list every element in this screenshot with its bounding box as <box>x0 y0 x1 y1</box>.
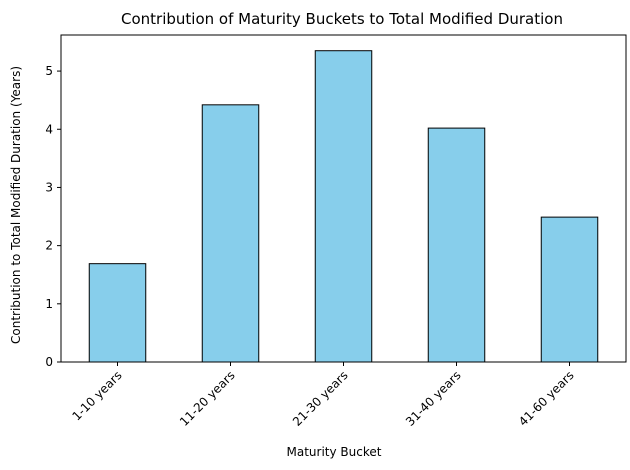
x-tick-label-4: 41-60 years <box>516 368 577 429</box>
x-tick-label-0: 1-10 years <box>69 368 124 423</box>
y-tick-label-0: 0 <box>45 355 53 369</box>
y-tick-label-5: 5 <box>45 64 53 78</box>
y-axis-label: Contribution to Total Modified Duration … <box>9 66 23 344</box>
x-tick-label-1: 11-20 years <box>177 368 238 429</box>
y-tick-label-4: 4 <box>45 122 53 136</box>
chart-title: Contribution of Maturity Buckets to Tota… <box>121 10 563 28</box>
bar-1 <box>88 263 147 363</box>
bar-5 <box>540 216 599 363</box>
x-tick-label-2: 21-30 years <box>290 368 351 429</box>
bar-4 <box>427 127 486 363</box>
bar-2 <box>201 104 260 363</box>
y-tick-label-1: 1 <box>45 297 53 311</box>
x-tick-label-3: 31-40 years <box>403 368 464 429</box>
y-tick-label-3: 3 <box>45 180 53 194</box>
x-axis-label: Maturity Bucket <box>287 445 382 459</box>
bar-3 <box>314 50 373 363</box>
y-tick-label-2: 2 <box>45 239 53 253</box>
plot-area: 0 1 2 3 4 5 1-10 years 11-20 years 21-30 years 31… <box>45 34 627 429</box>
